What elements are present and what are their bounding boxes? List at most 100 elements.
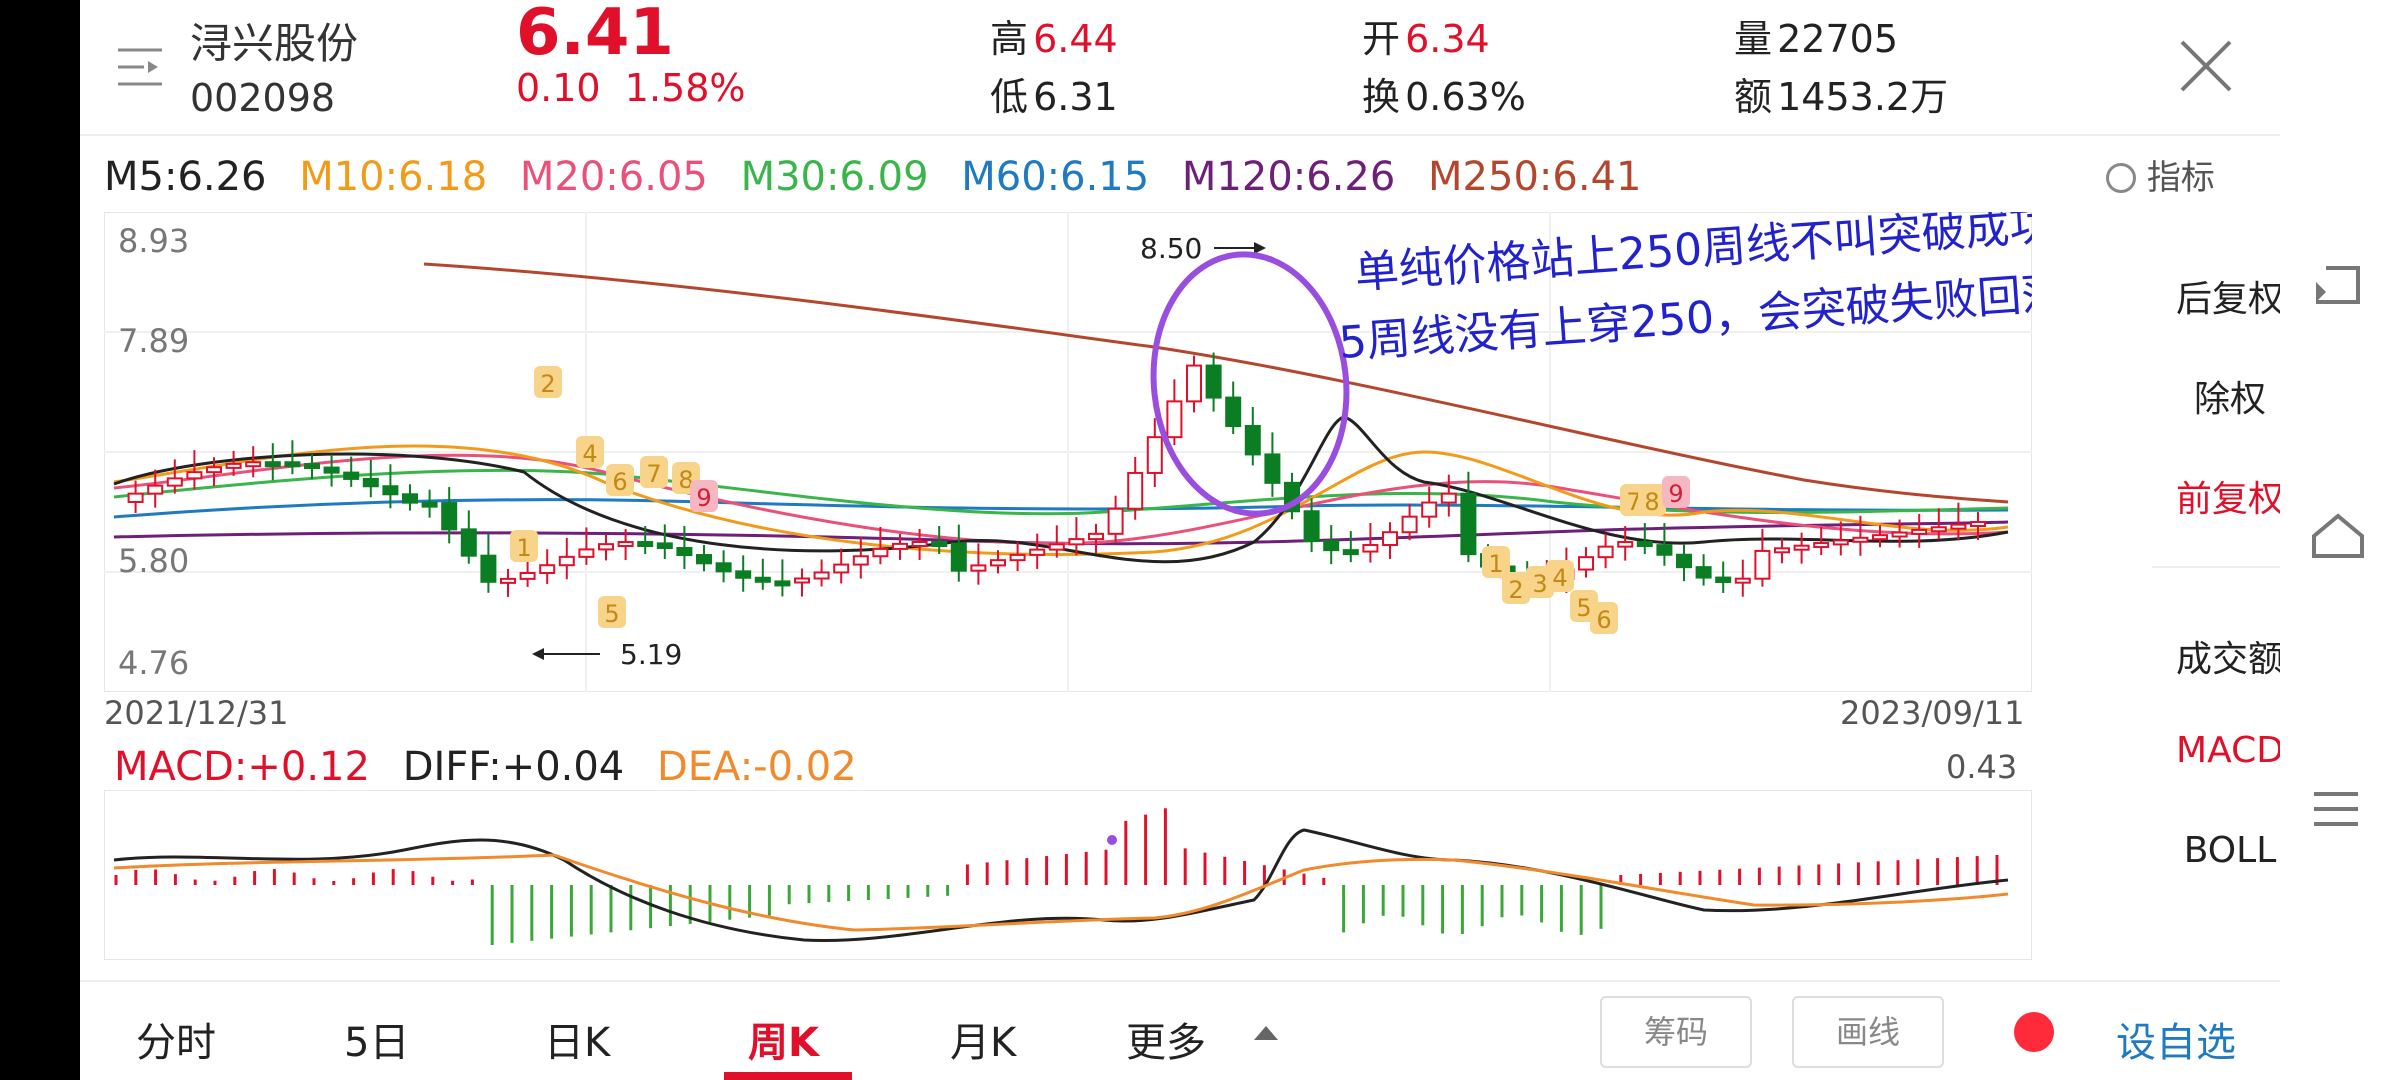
candle-body	[206, 466, 222, 474]
record-dot-icon[interactable]	[2014, 1012, 2054, 1052]
signal-badge	[1638, 484, 1666, 516]
ma5-label: M5:6.26	[104, 154, 267, 200]
amount-value: 1453.2万	[1777, 75, 1949, 119]
diff-line	[113, 828, 2009, 942]
dea-value: DEA:-0.02	[656, 744, 857, 790]
candle-body	[558, 555, 575, 567]
ma30-label: M30:6.09	[740, 154, 929, 200]
quote-low: 低 6.31	[990, 66, 1118, 121]
caret-up-icon[interactable]	[1254, 1026, 1278, 1040]
candle-body	[578, 548, 595, 558]
menu-icon[interactable]	[114, 44, 166, 90]
tab-monthly-k[interactable]: 月K	[950, 1020, 1017, 1066]
signal-badge	[576, 436, 604, 468]
candle-body	[813, 571, 830, 580]
amount-label: 额	[1734, 75, 1773, 119]
volume-value: 22705	[1777, 17, 1898, 61]
candle-body	[1695, 566, 1712, 579]
candle-body	[264, 461, 281, 468]
tab-5day[interactable]: 5日	[344, 1020, 410, 1066]
tab-weekly-k[interactable]: 周K	[748, 1020, 819, 1066]
candle-body	[1832, 539, 1849, 546]
tab-more[interactable]: 更多	[1126, 1020, 1206, 1066]
add-watchlist-button[interactable]: 设自选	[2116, 1020, 2236, 1066]
candle-body	[1754, 549, 1771, 580]
candle-body	[186, 471, 203, 480]
volume-label: 量	[1734, 17, 1773, 61]
candle-body	[1323, 540, 1340, 552]
recent-apps-icon[interactable]	[2310, 788, 2362, 830]
signal-badge	[534, 366, 562, 398]
side-item-pre-adjust[interactable]: 前复权	[2175, 479, 2284, 520]
signal-badge-text: 1	[1488, 550, 1503, 578]
y-tick-label: 4.76	[118, 644, 189, 682]
candle-body	[362, 477, 379, 488]
signal-badge	[606, 464, 634, 496]
candle-body	[1676, 553, 1692, 569]
candle-body	[519, 572, 536, 580]
draw-line-button[interactable]: 画线	[1792, 996, 1944, 1068]
open-value: 6.34	[1405, 17, 1490, 61]
signal-badge	[1502, 572, 1530, 604]
side-item-ex-rights[interactable]: 除权	[2193, 379, 2266, 420]
gauge-icon	[2106, 163, 2136, 193]
change-value: 0.10	[516, 66, 601, 110]
signal-badge	[1546, 560, 1574, 592]
y-tick-label: 7.89	[118, 322, 189, 360]
candle-body	[1205, 364, 1222, 399]
candle-body	[1146, 436, 1163, 474]
candle-body	[696, 554, 712, 565]
side-item-post-adjust[interactable]: 后复权	[2175, 279, 2284, 320]
candle-body	[1342, 549, 1359, 556]
home-icon[interactable]	[2310, 512, 2366, 560]
close-icon[interactable]	[2178, 38, 2234, 94]
candle-body	[754, 576, 771, 583]
candle-body	[1578, 556, 1594, 571]
indicator-button[interactable]: 指标	[2106, 150, 2215, 199]
candle-body	[1460, 492, 1477, 556]
low-value: 6.31	[1033, 75, 1118, 119]
side-item-macd[interactable]: MACD	[2176, 730, 2284, 771]
side-item-amount[interactable]: 成交额	[2175, 639, 2284, 680]
dea-line	[113, 853, 2009, 932]
candle-body	[911, 541, 928, 548]
ma20-line	[113, 453, 2009, 546]
price-change: 0.10 1.58%	[516, 66, 746, 110]
side-item-boll[interactable]: BOLL	[2183, 830, 2277, 871]
back-icon[interactable]	[2310, 262, 2364, 308]
candle-body	[1068, 538, 1085, 546]
candle-body	[774, 580, 791, 587]
candle-body	[1950, 523, 1967, 530]
tab-daily-k[interactable]: 日K	[544, 1020, 611, 1066]
candle-body	[1107, 507, 1124, 535]
chips-button[interactable]: 筹码	[1600, 996, 1752, 1068]
active-tab-underline	[724, 1072, 852, 1080]
candle-body	[1166, 400, 1183, 439]
signal-badge-text: 7	[1626, 488, 1641, 516]
ma20-label: M20:6.05	[519, 154, 708, 200]
candle-body	[147, 484, 164, 495]
ma250-line	[423, 262, 2009, 504]
signal-badge-text: 4	[582, 440, 597, 468]
signal-badge-text: 3	[1532, 570, 1547, 598]
macd-chart[interactable]	[104, 790, 2032, 960]
low-arrowhead	[532, 648, 544, 660]
signal-badge-text: 6	[1596, 606, 1611, 634]
y-tick-label: 8.93	[118, 222, 189, 260]
quote-turnover: 换 0.63%	[1362, 66, 1526, 121]
candle-body	[1244, 425, 1261, 456]
candle-body	[460, 528, 477, 557]
ma250-label: M250:6.41	[1428, 154, 1642, 200]
high-arrowhead	[1254, 242, 1266, 254]
high-price-label: 8.50	[1140, 232, 1202, 265]
ma120-line	[113, 520, 2009, 546]
ma5-line	[113, 415, 2009, 564]
candle-body	[225, 462, 242, 469]
tab-intraday[interactable]: 分时	[136, 1020, 216, 1066]
bottom-divider	[80, 980, 2280, 982]
candle-body	[656, 542, 673, 549]
signal-badge	[1482, 546, 1510, 578]
candle-body	[539, 564, 556, 575]
